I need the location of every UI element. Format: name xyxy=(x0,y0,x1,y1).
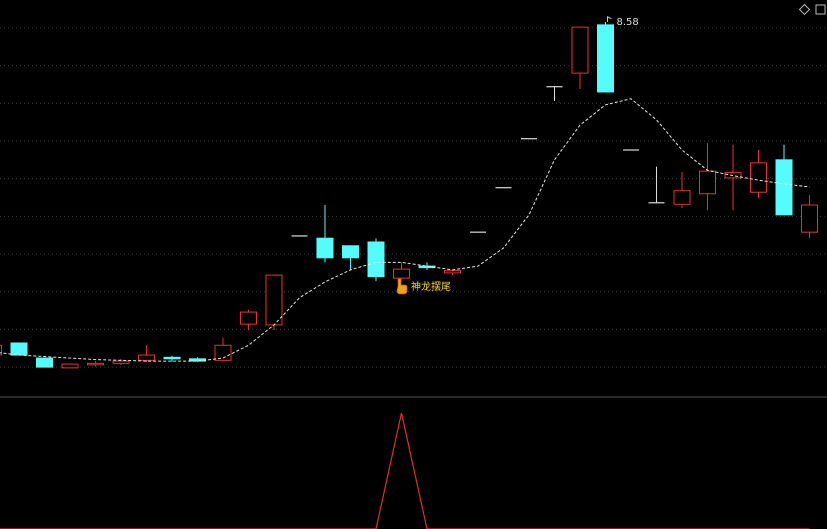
grid xyxy=(0,27,827,368)
high-label: 8.58 xyxy=(617,17,639,28)
candle-body xyxy=(112,360,130,364)
signal-annotation: 神龙摆尾 xyxy=(411,280,451,293)
moving-average xyxy=(0,98,810,362)
candle-body xyxy=(0,344,2,356)
square-icon[interactable] xyxy=(815,4,826,15)
diamond-icon[interactable] xyxy=(798,3,811,16)
candle-body xyxy=(10,342,28,356)
candle-body xyxy=(393,268,410,279)
candle-body xyxy=(342,245,359,259)
candle-body xyxy=(138,354,155,361)
candle-body xyxy=(444,270,461,274)
indicator-line xyxy=(0,412,810,529)
candle-body xyxy=(367,241,385,278)
candle-body xyxy=(36,357,53,368)
candle-body xyxy=(699,170,716,195)
hand-icon xyxy=(396,278,408,295)
candle-body xyxy=(163,356,181,360)
candle-body xyxy=(673,190,691,205)
candle-body xyxy=(61,363,79,369)
candle-body xyxy=(571,26,589,74)
candle-body xyxy=(265,274,283,326)
candle-body xyxy=(214,344,232,361)
candle-body xyxy=(801,204,818,233)
candle-body xyxy=(316,237,334,259)
candle-body xyxy=(750,162,767,193)
candle-body xyxy=(597,24,614,93)
high-marker xyxy=(607,16,612,22)
candle-body xyxy=(240,311,257,325)
candle-body xyxy=(775,159,793,216)
candle-body xyxy=(87,362,104,366)
